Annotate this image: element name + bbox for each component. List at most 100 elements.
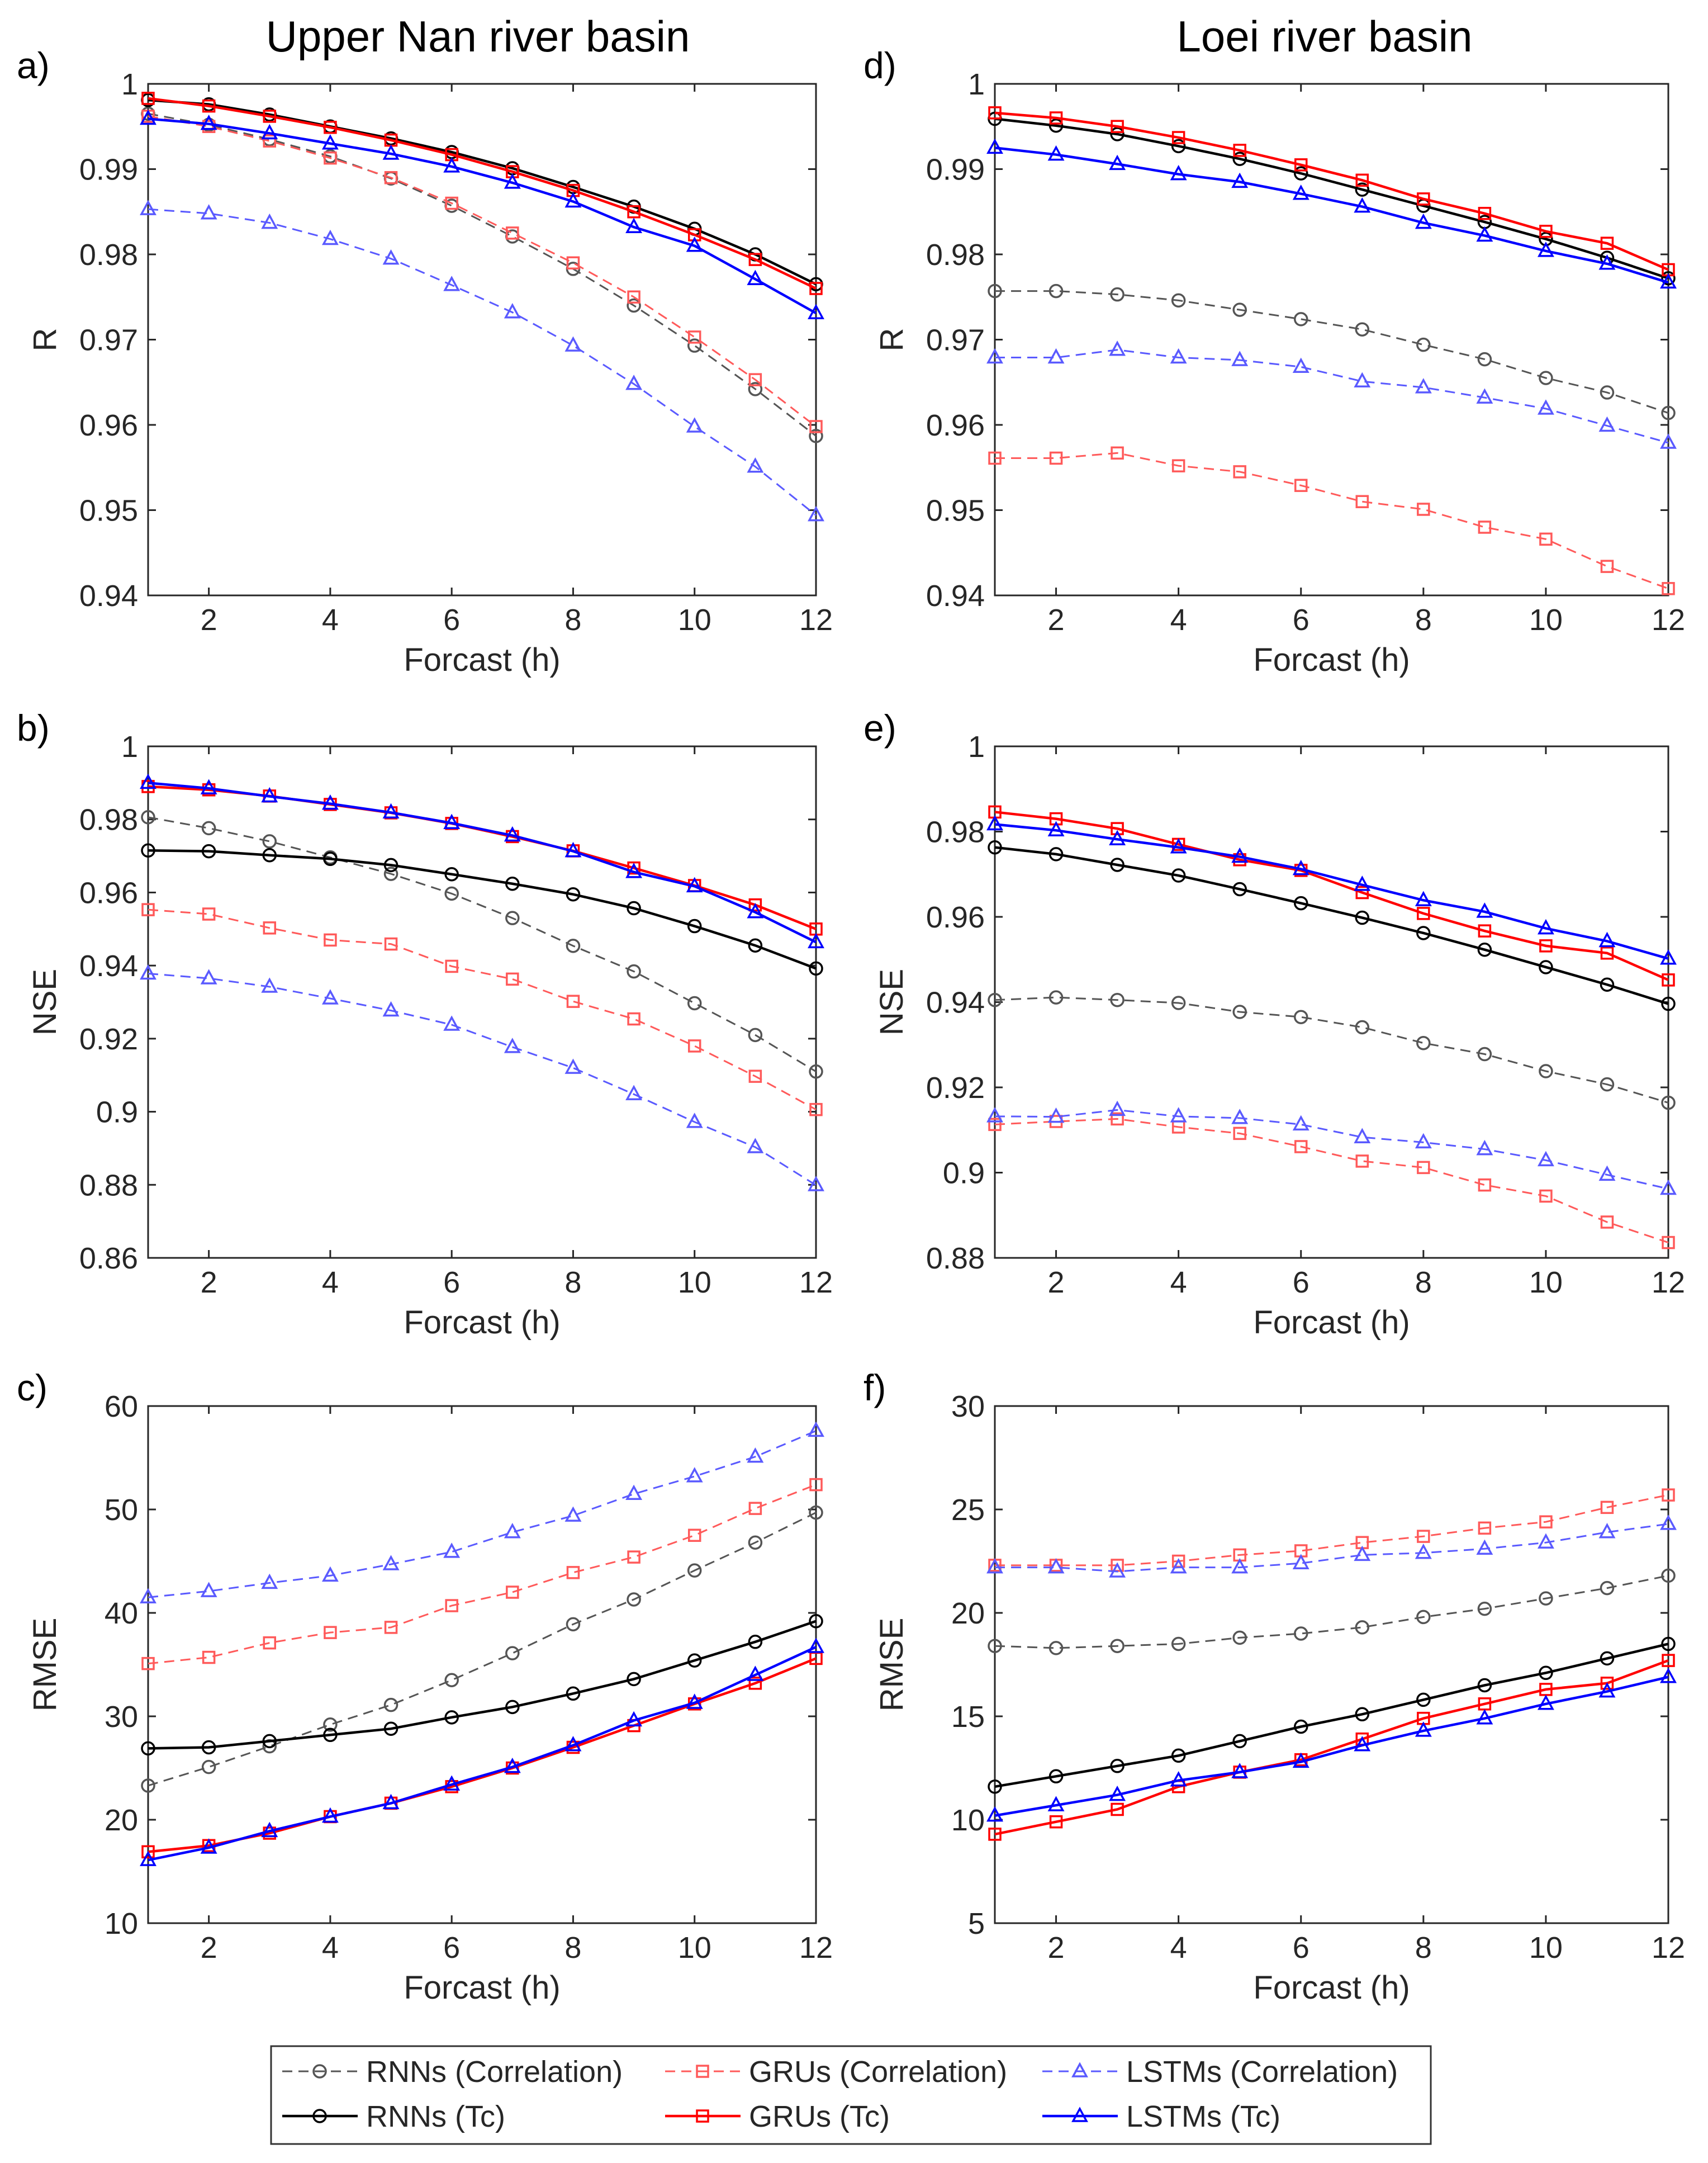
x-tick-label: 6 <box>443 1266 460 1299</box>
data-point <box>1110 127 1125 141</box>
data-point <box>1598 254 1616 270</box>
data-point <box>1294 158 1308 172</box>
data-point <box>1294 479 1308 493</box>
series-line <box>994 846 1669 1005</box>
y-tick-label: 0.94 <box>79 579 138 613</box>
series-rnns-correlation <box>988 283 1676 420</box>
data-point <box>1047 145 1065 161</box>
series-line <box>994 111 1669 271</box>
data-point <box>1539 532 1553 546</box>
y-tick-label: 1 <box>968 68 985 101</box>
column-title-loei: Loei river basin <box>1177 12 1473 61</box>
series-lstms-tc <box>986 1668 1677 1822</box>
series-line <box>148 1430 817 1598</box>
x-tick-label: 8 <box>564 603 581 637</box>
data-point <box>382 1793 400 1810</box>
y-tick-label: 60 <box>105 1390 138 1423</box>
series-grus-correlation <box>141 903 823 1116</box>
data-point <box>1232 302 1247 317</box>
x-tick-label: 10 <box>678 1266 711 1299</box>
series-rnns-tc <box>141 1614 823 1756</box>
series-line <box>995 290 1669 414</box>
data-point <box>566 1617 581 1632</box>
legend-item-lstms-tc: LSTMs (Tc) <box>1042 2100 1280 2133</box>
data-point <box>627 901 641 916</box>
y-tick-label: 0.95 <box>79 494 138 528</box>
data-point <box>1661 1095 1676 1110</box>
x-tick-label: 2 <box>201 1931 217 1965</box>
data-point <box>1170 1107 1187 1123</box>
data-point <box>748 1502 762 1515</box>
data-point <box>384 937 398 951</box>
data-point <box>1355 1154 1369 1168</box>
data-point <box>1170 348 1187 364</box>
y-tick-label: 1 <box>121 68 138 101</box>
x-tick-label: 12 <box>1652 1266 1685 1299</box>
x-tick-label: 6 <box>443 1931 460 1965</box>
data-point <box>1416 926 1431 940</box>
data-point <box>1355 322 1370 337</box>
data-point <box>1415 891 1432 907</box>
data-point <box>382 144 400 160</box>
data-point <box>1476 902 1493 918</box>
data-point <box>1415 213 1432 229</box>
data-point <box>1292 1115 1310 1131</box>
data-point <box>1660 433 1677 449</box>
y-axis-label: NSE <box>874 969 910 1035</box>
data-point <box>1600 1215 1614 1229</box>
data-point <box>1111 120 1124 133</box>
data-point <box>1478 1521 1492 1535</box>
data-point <box>1537 1533 1554 1549</box>
data-point <box>1660 1668 1677 1683</box>
data-point <box>686 417 703 433</box>
data-point <box>444 1710 459 1725</box>
data-point <box>747 1138 764 1153</box>
data-point <box>1109 1785 1126 1801</box>
x-tick-label: 6 <box>1293 1266 1310 1299</box>
data-point <box>1477 1678 1492 1693</box>
data-point <box>566 995 580 1008</box>
data-point <box>1048 118 1064 133</box>
data-point <box>200 115 217 130</box>
series-line <box>994 1659 1669 1836</box>
data-point <box>262 1734 277 1749</box>
data-point <box>1111 1802 1124 1816</box>
data-point <box>686 1467 703 1483</box>
data-point <box>1600 977 1615 992</box>
data-point <box>986 1558 1003 1574</box>
data-point <box>1537 242 1554 257</box>
series-line <box>148 782 817 944</box>
data-point <box>1477 942 1492 957</box>
data-point <box>324 121 337 134</box>
data-point <box>1110 1759 1125 1773</box>
series-grus-correlation <box>141 1478 823 1670</box>
data-point <box>1047 348 1065 364</box>
data-point <box>988 451 1002 465</box>
data-point <box>1537 399 1554 415</box>
data-point <box>445 196 458 210</box>
data-point <box>382 1001 400 1017</box>
x-tick-label: 12 <box>1652 603 1685 637</box>
data-point <box>809 961 823 976</box>
data-point <box>1048 1769 1064 1784</box>
data-point <box>686 877 703 893</box>
data-point <box>505 911 520 925</box>
data-point <box>566 1686 581 1701</box>
data-point <box>141 843 155 858</box>
data-point <box>1662 1488 1675 1502</box>
series-lstms-tc <box>140 1637 824 1866</box>
data-point <box>324 1626 337 1639</box>
data-point <box>202 1650 216 1664</box>
data-point <box>1292 184 1310 200</box>
data-point <box>321 134 339 150</box>
data-point <box>382 803 400 819</box>
x-tick-label: 8 <box>1415 1931 1432 1965</box>
data-point <box>809 1102 823 1116</box>
data-point <box>687 1653 702 1668</box>
series-lstms-correlation <box>986 1514 1677 1578</box>
data-point <box>988 840 1002 855</box>
data-point <box>566 1566 580 1579</box>
x-tick-label: 10 <box>1529 1931 1563 1965</box>
series-line <box>148 1657 817 1853</box>
